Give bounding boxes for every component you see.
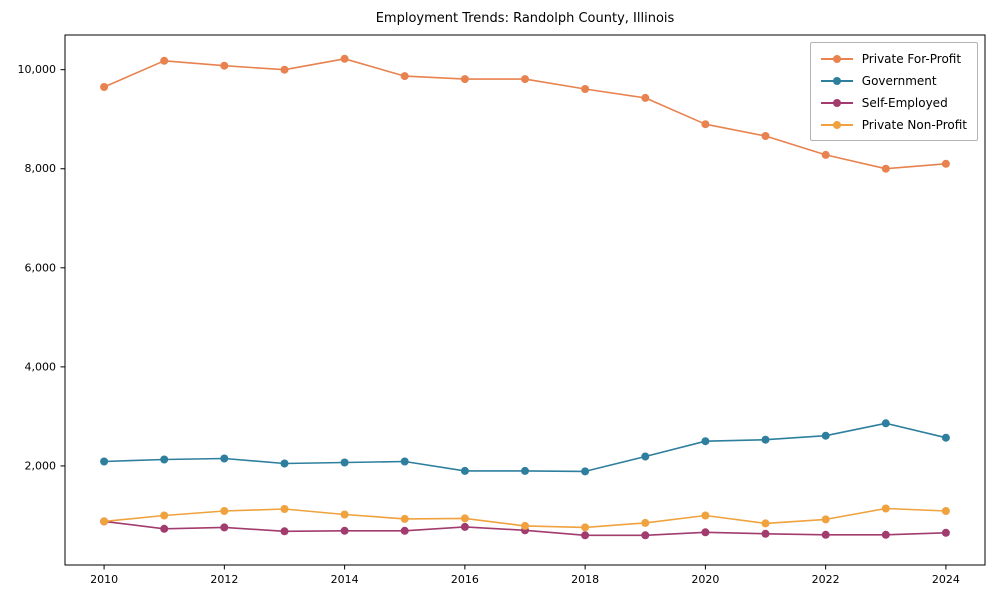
y-tick-label: 2,000 xyxy=(25,459,57,472)
series-marker-private-for-profit xyxy=(460,75,469,84)
series-marker-private-non-profit xyxy=(881,504,890,513)
series-marker-self-employed xyxy=(821,530,830,539)
series-marker-private-non-profit xyxy=(220,507,229,515)
series-marker-self-employed xyxy=(581,531,590,540)
series-line-government xyxy=(103,422,947,473)
series-marker-private-non-profit xyxy=(400,514,409,523)
y-tick-label: 8,000 xyxy=(25,162,57,175)
series-marker-government xyxy=(220,454,229,463)
legend-line-marker xyxy=(820,98,853,107)
series-marker-self-employed xyxy=(160,524,169,533)
series-marker-private-non-profit xyxy=(821,515,830,524)
series-marker-private-non-profit xyxy=(160,511,169,520)
series-marker-private-non-profit xyxy=(521,521,529,530)
x-tick-label: 2012 xyxy=(210,573,238,586)
series-marker-self-employed xyxy=(641,531,650,540)
x-tick-label: 2022 xyxy=(812,573,840,586)
series-marker-private-for-profit xyxy=(641,93,650,102)
y-tick-label: 10,000 xyxy=(18,63,57,76)
x-tick-label: 2010 xyxy=(90,573,118,586)
legend-label: Private Non-Profit xyxy=(861,117,967,132)
y-tick-label: 6,000 xyxy=(25,261,57,274)
series-marker-private-non-profit xyxy=(460,514,469,523)
series-marker-government xyxy=(340,458,349,467)
series-marker-government xyxy=(881,419,890,428)
series-marker-private-for-profit xyxy=(280,65,289,74)
series-marker-government xyxy=(400,457,409,466)
series-marker-private-for-profit xyxy=(581,85,590,93)
series-marker-government xyxy=(521,466,529,475)
x-tick-label: 2014 xyxy=(331,573,359,586)
series-marker-government xyxy=(100,457,109,466)
series-marker-private-non-profit xyxy=(581,523,590,532)
series-marker-self-employed xyxy=(881,530,890,539)
series-marker-private-for-profit xyxy=(821,150,830,159)
series-marker-self-employed xyxy=(761,529,770,538)
series-marker-private-for-profit xyxy=(881,164,890,173)
legend-line-marker xyxy=(820,120,853,129)
series-marker-self-employed xyxy=(340,526,349,535)
legend-item: Government xyxy=(820,73,967,88)
series-marker-private-non-profit xyxy=(340,510,349,519)
series-marker-private-non-profit xyxy=(701,511,710,520)
legend-label: Private For-Profit xyxy=(861,51,962,66)
series-marker-self-employed xyxy=(220,523,229,532)
legend-label: Government xyxy=(861,73,937,88)
series-marker-government xyxy=(280,459,289,468)
series-marker-private-for-profit xyxy=(761,132,770,140)
series-marker-government xyxy=(641,452,650,461)
legend-marker-dot xyxy=(832,54,841,63)
x-tick-label: 2020 xyxy=(691,573,719,586)
series-marker-private-non-profit xyxy=(280,505,289,513)
legend-item: Private Non-Profit xyxy=(820,117,967,132)
series-marker-self-employed xyxy=(460,522,469,531)
x-tick-label: 2024 xyxy=(932,573,960,586)
series-marker-self-employed xyxy=(400,526,409,535)
legend-line-marker xyxy=(820,54,853,63)
plot-border xyxy=(64,34,986,566)
x-tick-label: 2018 xyxy=(571,573,599,586)
series-marker-private-for-profit xyxy=(160,56,169,65)
legend-item: Self-Employed xyxy=(820,95,967,110)
legend-marker-dot xyxy=(832,98,841,107)
series-marker-private-for-profit xyxy=(521,75,529,84)
series-marker-private-non-profit xyxy=(761,519,770,528)
series-marker-government xyxy=(581,467,590,476)
x-tick-label: 2016 xyxy=(451,573,479,586)
series-marker-private-for-profit xyxy=(340,54,349,63)
series-marker-government xyxy=(761,435,770,444)
series-marker-self-employed xyxy=(280,527,289,536)
chart-title: Employment Trends: Randolph County, Illi… xyxy=(375,11,675,26)
legend-marker-dot xyxy=(832,76,841,85)
legend-item: Private For-Profit xyxy=(820,51,967,66)
series-marker-private-non-profit xyxy=(100,517,109,526)
legend-line-marker xyxy=(820,76,853,85)
y-tick-label: 4,000 xyxy=(25,360,57,373)
series-marker-government xyxy=(701,437,710,446)
series-marker-private-for-profit xyxy=(100,83,109,91)
series-marker-government xyxy=(460,466,469,475)
series-marker-government xyxy=(821,431,830,440)
series-marker-government xyxy=(160,455,169,464)
series-marker-private-for-profit xyxy=(400,72,409,81)
series-marker-self-employed xyxy=(941,528,950,537)
legend-label: Self-Employed xyxy=(861,95,948,110)
legend-marker-dot xyxy=(832,120,841,129)
series-marker-self-employed xyxy=(701,528,710,537)
chart-legend: Private For-Profit Government Self-Employe… xyxy=(809,42,978,141)
series-marker-government xyxy=(941,433,950,442)
series-marker-private-non-profit xyxy=(941,507,950,515)
series-marker-private-non-profit xyxy=(641,518,650,527)
series-marker-private-for-profit xyxy=(701,120,710,129)
series-marker-private-for-profit xyxy=(220,61,229,70)
series-marker-private-for-profit xyxy=(941,159,950,168)
